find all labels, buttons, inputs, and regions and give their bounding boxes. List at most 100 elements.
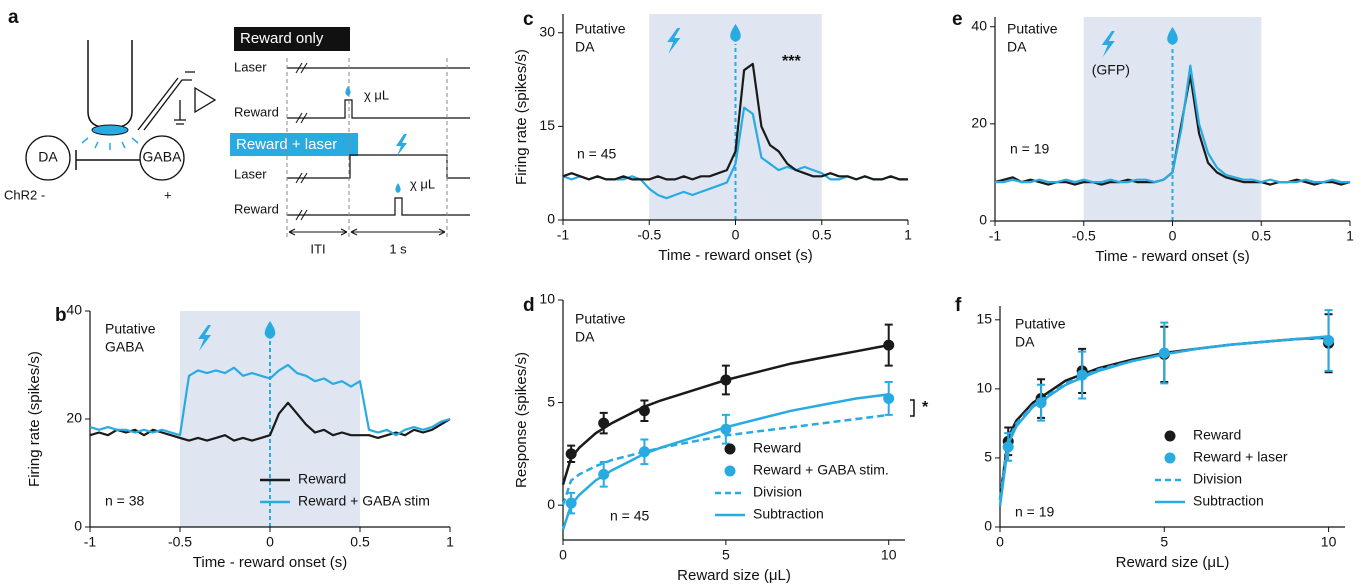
legend-label: Division [753, 484, 802, 500]
model-curve [998, 335, 1329, 507]
x-tick-label: -0.5 [637, 227, 661, 243]
y-tick-label: 0 [547, 496, 555, 512]
panel: e (GFP) -1 -0.5 0 0.5 1 0 20 40 Time - reward onse… [952, 9, 1354, 265]
interval-label: 1 s [389, 241, 407, 256]
y-tick-label: 5 [547, 393, 555, 409]
x-axis-label: Reward size (μL) [677, 567, 791, 584]
trace [995, 64, 1350, 184]
point [565, 448, 577, 460]
panel: c -1 -0.5 0 0.5 1 0 15 30 Time - reward onset (s)… [513, 9, 912, 264]
opsin-label: + [164, 187, 172, 202]
annotation: Putative [575, 21, 626, 37]
annotation: DA [1007, 39, 1027, 55]
x-tick-label: 0 [559, 547, 567, 563]
x-tick-label: -0.5 [168, 534, 192, 550]
y-axis-label: Firing rate (spikes/s) [513, 49, 530, 185]
x-tick-label: 0.5 [812, 227, 832, 243]
y-tick-label: 0 [979, 212, 987, 228]
legend-label: Reward + laser [1193, 449, 1288, 465]
condition-box [234, 27, 350, 51]
x-axis-label: Time - reward onset (s) [658, 247, 812, 264]
fiber [87, 40, 133, 129]
x-tick-label: -1 [557, 227, 570, 243]
x-tick-label: -1 [84, 534, 97, 550]
x-tick-label: 5 [1160, 534, 1168, 550]
annotation: Putative [1015, 316, 1066, 332]
legend-label: Reward + GABA stim. [753, 462, 889, 478]
panel: d 0 5 10 0 5 10 Reward size (μL) Response (spike… [513, 291, 929, 584]
legend-swatch [724, 443, 736, 455]
electrode [137, 71, 195, 131]
neuron-label: GABA [143, 149, 183, 165]
y-tick-label: 0 [984, 518, 992, 534]
laser-icon [667, 28, 681, 54]
opsin-label: ChR2 - [4, 187, 45, 202]
significance: *** [782, 53, 801, 70]
x-axis-label: Time - reward onset (s) [1095, 248, 1249, 265]
bracket [910, 399, 915, 417]
n-label: n = 19 [1015, 504, 1055, 520]
x-tick-label: 0 [1169, 228, 1177, 244]
panel-label: b [55, 305, 67, 326]
light-rays [81, 137, 139, 150]
neuron [25, 135, 71, 181]
point [883, 339, 895, 351]
model-curve [561, 393, 889, 531]
fit-curve [561, 343, 889, 485]
trace [89, 363, 451, 437]
x-tick-label: 0.5 [1252, 228, 1272, 244]
y-tick-label: 0 [74, 518, 82, 534]
annotation: DA [575, 329, 595, 345]
drop-icon [395, 183, 401, 193]
annotation: DA [575, 39, 595, 55]
light-spot [91, 124, 129, 136]
point [720, 374, 732, 386]
volume-label: χ μL [410, 176, 435, 191]
y-tick-label: 10 [539, 291, 555, 307]
x-tick-label: -0.5 [1072, 228, 1096, 244]
x-tick-label: 10 [1321, 534, 1337, 550]
x-axis-label: Reward size (μL) [1116, 554, 1230, 571]
legend-swatch [1164, 430, 1176, 442]
y-tick-label: 40 [66, 302, 82, 318]
x-tick-label: 1 [446, 534, 454, 550]
laser-icon [396, 134, 407, 156]
drop-icon [1167, 27, 1178, 45]
y-tick-label: 40 [971, 17, 987, 33]
y-axis-label: Response (spikes/s) [513, 352, 530, 488]
x-tick-label: 0 [732, 227, 740, 243]
panel-a: a DA GABA ChR2 - + Reward only Laser Rew… [4, 7, 470, 256]
x-tick-label: 1 [1346, 228, 1354, 244]
n-label: n = 38 [105, 493, 145, 509]
trace [562, 62, 908, 181]
significance: * [922, 399, 929, 416]
legend-label: Subtraction [1193, 493, 1264, 509]
neuron-label: DA [38, 149, 58, 165]
amplifier [174, 86, 217, 125]
legend-label: Reward [753, 440, 801, 456]
legend-label: Division [1193, 471, 1242, 487]
annotation: Putative [105, 321, 156, 337]
legend-swatch [724, 465, 736, 477]
row-label: Reward [234, 104, 279, 119]
drop-icon [730, 24, 741, 42]
legend-label: Reward + GABA stim [298, 493, 430, 509]
drop-icon [345, 86, 351, 96]
panel-label: d [523, 295, 535, 316]
panel-label: f [955, 295, 962, 316]
x-tick-label: 5 [722, 547, 730, 563]
legend-label: Subtraction [753, 506, 824, 522]
y-tick-label: 0 [547, 211, 555, 227]
interval-label: ITI [310, 241, 325, 256]
legend-swatch [1164, 452, 1176, 464]
x-tick-label: 0.5 [350, 534, 370, 550]
n-label: n = 19 [1010, 141, 1050, 157]
panel-label: e [952, 9, 963, 30]
row-label: Laser [234, 166, 267, 181]
interval-arrows [288, 228, 446, 236]
y-tick-label: 10 [976, 380, 992, 396]
panel: f 0 5 10 0 5 10 15 Reward size (μL) Putative DA n =… [955, 295, 1345, 571]
annotation: (GFP) [1092, 62, 1130, 78]
